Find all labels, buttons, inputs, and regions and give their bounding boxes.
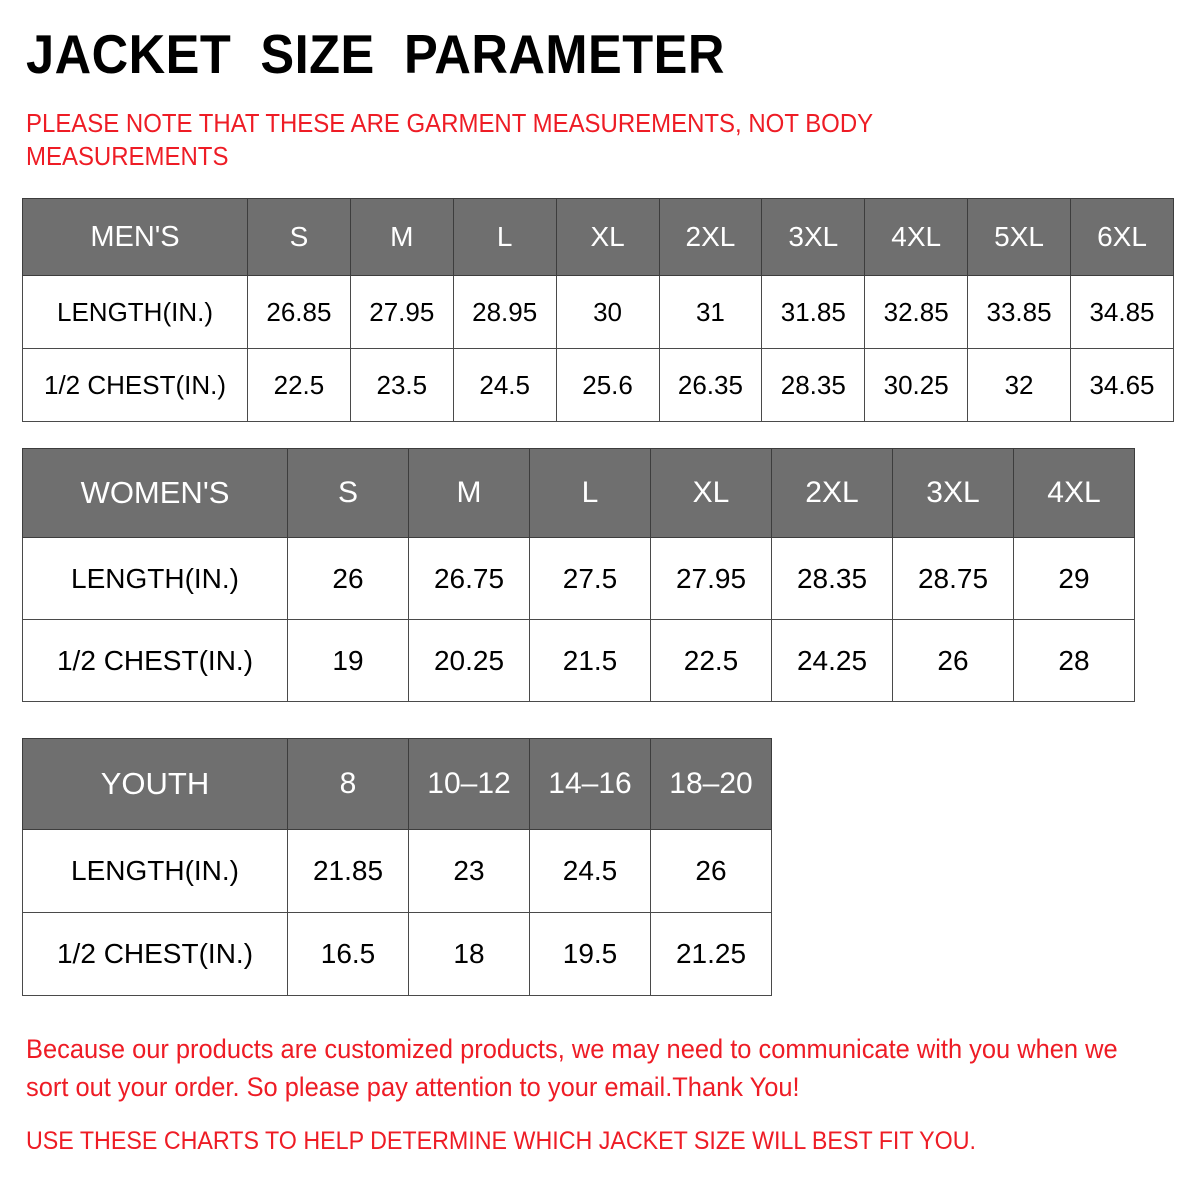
youth-cell-r2-c3: 19.5 — [529, 912, 651, 996]
mens-cell-r2-c1: 22.5 — [247, 348, 351, 422]
mens-cell-r2-c2: 23.5 — [349, 348, 454, 422]
womens-size-header-4: XL — [650, 448, 772, 538]
mens-size-header-2: M — [349, 198, 454, 276]
youth-cell-r1-c2: 23 — [408, 829, 530, 913]
womens-cell-r2-c4: 22.5 — [650, 619, 772, 702]
table-header-row: YOUTH 8 10–12 14–16 18–20 — [22, 738, 772, 830]
youth-table-body: LENGTH(IN.) 21.85 23 24.5 26 1/2 CHEST(IN.) 16… — [22, 829, 772, 996]
womens-cell-r1-c2: 26.75 — [408, 537, 530, 620]
garment-measurement-note: PLEASE NOTE THAT THESE ARE GARMENT MEASU… — [26, 110, 873, 171]
mens-row-label-1: LENGTH(IN.) — [22, 275, 248, 349]
womens-cell-r2-c5: 24.25 — [771, 619, 893, 702]
youth-size-header-1: 8 — [287, 738, 409, 830]
womens-table-body: LENGTH(IN.) 26 26.75 27.5 27.95 28.35 28.75 29 1… — [22, 537, 1135, 702]
youth-size-header-2: 10–12 — [408, 738, 530, 830]
mens-size-header-4: XL — [555, 198, 660, 276]
mens-cell-r1-c2: 27.95 — [349, 275, 454, 349]
womens-cell-r2-c3: 21.5 — [529, 619, 651, 702]
mens-size-header-1: S — [247, 198, 351, 276]
womens-size-header-3: L — [529, 448, 651, 538]
womens-size-header-5: 2XL — [771, 448, 893, 538]
womens-cell-r1-c4: 27.95 — [650, 537, 772, 620]
womens-row-label-1: LENGTH(IN.) — [22, 537, 288, 620]
youth-cell-r2-c4: 21.25 — [650, 912, 772, 996]
mens-cell-r2-c7: 30.25 — [864, 348, 969, 422]
table-row: LENGTH(IN.) 26 26.75 27.5 27.95 28.35 28.75 29 — [22, 537, 1135, 620]
mens-size-header-3: L — [452, 198, 557, 276]
womens-row-label-2: 1/2 CHEST(IN.) — [22, 619, 288, 702]
table-row: 1/2 CHEST(IN.) 22.5 23.5 24.5 25.6 26.35 28.35… — [22, 348, 1174, 422]
mens-cell-r2-c9: 34.65 — [1070, 348, 1174, 422]
womens-table-corner-label: WOMEN'S — [22, 448, 288, 538]
mens-cell-r1-c7: 32.85 — [864, 275, 969, 349]
youth-size-header-3: 14–16 — [529, 738, 651, 830]
table-header-row: WOMEN'S S M L XL 2XL 3XL 4XL — [22, 448, 1135, 538]
womens-size-table: WOMEN'S S M L XL 2XL 3XL 4XL LENGTH(IN.) 26 26.75… — [22, 448, 1135, 702]
mens-cell-r1-c4: 30 — [555, 275, 660, 349]
youth-table-header: YOUTH 8 10–12 14–16 18–20 — [22, 738, 772, 830]
table-header-row: MEN'S S M L XL 2XL 3XL 4XL 5XL 6XL — [22, 198, 1174, 276]
mens-size-header-9: 6XL — [1070, 198, 1174, 276]
womens-cell-r2-c1: 19 — [287, 619, 409, 702]
mens-table-corner-label: MEN'S — [22, 198, 248, 276]
mens-cell-r2-c6: 28.35 — [761, 348, 866, 422]
womens-cell-r1-c3: 27.5 — [529, 537, 651, 620]
mens-cell-r1-c3: 28.95 — [452, 275, 557, 349]
mens-size-header-8: 5XL — [967, 198, 1071, 276]
womens-cell-r1-c5: 28.35 — [771, 537, 893, 620]
mens-size-table: MEN'S S M L XL 2XL 3XL 4XL 5XL 6XL LENGTH(IN.) 26.… — [22, 198, 1174, 422]
womens-cell-r1-c1: 26 — [287, 537, 409, 620]
youth-row-label-1: LENGTH(IN.) — [22, 829, 288, 913]
youth-cell-r1-c1: 21.85 — [287, 829, 409, 913]
womens-cell-r2-c6: 26 — [892, 619, 1014, 702]
mens-table-body: LENGTH(IN.) 26.85 27.95 28.95 30 31 31.85 32.85… — [22, 275, 1174, 422]
table-row: 1/2 CHEST(IN.) 16.5 18 19.5 21.25 — [22, 912, 772, 996]
youth-size-header-4: 18–20 — [650, 738, 772, 830]
table-row: 1/2 CHEST(IN.) 19 20.25 21.5 22.5 24.25 26 28 — [22, 619, 1135, 702]
mens-cell-r2-c8: 32 — [967, 348, 1071, 422]
mens-cell-r2-c3: 24.5 — [452, 348, 557, 422]
youth-table-corner-label: YOUTH — [22, 738, 288, 830]
youth-size-table: YOUTH 8 10–12 14–16 18–20 LENGTH(IN.) 21.85 23… — [22, 738, 772, 996]
youth-row-label-2: 1/2 CHEST(IN.) — [22, 912, 288, 996]
mens-cell-r1-c5: 31 — [658, 275, 763, 349]
womens-size-header-6: 3XL — [892, 448, 1014, 538]
table-row: LENGTH(IN.) 21.85 23 24.5 26 — [22, 829, 772, 913]
mens-cell-r1-c6: 31.85 — [761, 275, 866, 349]
womens-cell-r2-c7: 28 — [1013, 619, 1135, 702]
mens-cell-r1-c1: 26.85 — [247, 275, 351, 349]
youth-cell-r1-c4: 26 — [650, 829, 772, 913]
mens-row-label-2: 1/2 CHEST(IN.) — [22, 348, 248, 422]
mens-size-header-5: 2XL — [658, 198, 763, 276]
mens-cell-r1-c8: 33.85 — [967, 275, 1071, 349]
womens-cell-r1-c7: 29 — [1013, 537, 1135, 620]
womens-table-header: WOMEN'S S M L XL 2XL 3XL 4XL — [22, 448, 1135, 538]
mens-size-header-6: 3XL — [761, 198, 866, 276]
womens-size-header-2: M — [408, 448, 530, 538]
mens-cell-r2-c4: 25.6 — [555, 348, 660, 422]
mens-cell-r2-c5: 26.35 — [658, 348, 763, 422]
use-charts-note: USE THESE CHARTS TO HELP DETERMINE WHICH… — [26, 1127, 977, 1155]
mens-size-header-7: 4XL — [864, 198, 969, 276]
womens-size-header-7: 4XL — [1013, 448, 1135, 538]
womens-cell-r1-c6: 28.75 — [892, 537, 1014, 620]
youth-cell-r1-c3: 24.5 — [529, 829, 651, 913]
youth-cell-r2-c2: 18 — [408, 912, 530, 996]
womens-size-header-1: S — [287, 448, 409, 538]
page-title: JACKET SIZE PARAMETER — [26, 23, 725, 85]
customized-products-note: Because our products are customized prod… — [26, 1034, 1118, 1102]
womens-cell-r2-c2: 20.25 — [408, 619, 530, 702]
youth-cell-r2-c1: 16.5 — [287, 912, 409, 996]
mens-cell-r1-c9: 34.85 — [1070, 275, 1174, 349]
table-row: LENGTH(IN.) 26.85 27.95 28.95 30 31 31.85 32.85… — [22, 275, 1174, 349]
mens-table-header: MEN'S S M L XL 2XL 3XL 4XL 5XL 6XL — [22, 198, 1174, 276]
